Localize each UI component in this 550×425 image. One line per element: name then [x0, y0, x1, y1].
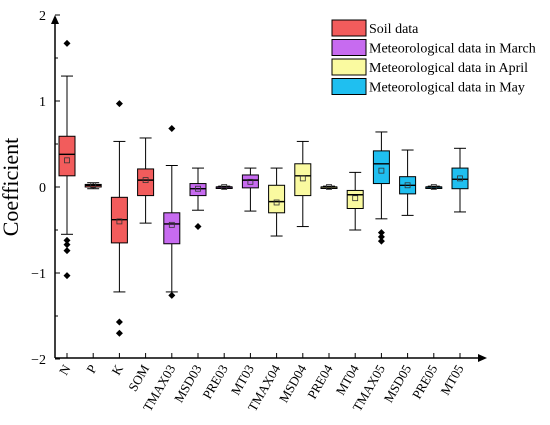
- mean-marker: [404, 182, 411, 189]
- outlier-point: [377, 233, 385, 241]
- box-body: [189, 183, 207, 197]
- mean-marker: [168, 221, 175, 228]
- mean-marker: [116, 218, 123, 225]
- legend-item-2: Meteorological data in March: [331, 39, 536, 57]
- outlier-point: [168, 291, 176, 299]
- y-tick-label: −2: [31, 353, 46, 368]
- legend-label: Meteorological data in March: [369, 42, 536, 57]
- y-tick-label: 1: [39, 95, 46, 110]
- x-tick-label: PRE04: [304, 362, 336, 402]
- mean-marker: [378, 167, 385, 174]
- y-axis-label: Coefficient: [0, 138, 23, 237]
- legend-label: Meteorological data in May: [369, 81, 525, 96]
- x-tick-label: P: [83, 362, 100, 376]
- box-k: [110, 100, 128, 337]
- legend-item-1: Soil data: [331, 19, 419, 37]
- outlier-point: [377, 229, 385, 237]
- mean-marker: [247, 178, 254, 185]
- box-body: [163, 212, 181, 245]
- legend-item-3: Meteorological data in April: [331, 58, 528, 76]
- box-tmax05: [372, 131, 390, 245]
- y-tick-label: 2: [39, 9, 46, 24]
- box-mt04: [346, 171, 364, 231]
- mean-marker: [142, 177, 149, 184]
- x-tick-label: PRE05: [409, 362, 440, 401]
- outlier-point: [115, 318, 123, 326]
- mean-marker: [352, 195, 359, 202]
- x-axis-arrow: [478, 354, 487, 362]
- mean-marker: [457, 175, 463, 182]
- box-msd04: [294, 140, 312, 228]
- box-body: [294, 163, 312, 197]
- outlier-point: [63, 247, 71, 255]
- box-som: [137, 137, 155, 224]
- mean-marker: [326, 184, 332, 190]
- box-pre05: [425, 184, 443, 190]
- mean-marker: [221, 184, 228, 190]
- outlier-point: [115, 329, 123, 337]
- x-tick-label: N: [56, 361, 74, 377]
- legend-swatch: [331, 78, 367, 95]
- mean-marker: [195, 185, 201, 192]
- box-body: [241, 174, 259, 189]
- outlier-point: [194, 223, 202, 231]
- box-msd05: [399, 149, 417, 216]
- box-body: [268, 184, 286, 214]
- box-msd03: [189, 167, 207, 231]
- y-axis-arrow: [51, 15, 59, 24]
- box-tmax04: [268, 167, 286, 237]
- mean-marker: [273, 199, 280, 206]
- outlier-point: [168, 125, 176, 133]
- x-tick-label: MSD04: [276, 362, 310, 406]
- outlier-point: [115, 100, 123, 108]
- mean-marker: [430, 184, 437, 190]
- mean-marker: [64, 157, 70, 164]
- outlier-point: [63, 272, 71, 280]
- mean-marker: [90, 182, 97, 189]
- x-tick-label: K: [108, 361, 126, 377]
- box-pre04: [320, 184, 338, 190]
- legend-label: Meteorological data in April: [369, 61, 528, 76]
- x-tick-label: MT05: [437, 362, 466, 398]
- box-body: [346, 189, 364, 210]
- y-tick-label: 0: [39, 181, 46, 196]
- box-body: [58, 135, 76, 177]
- box-body: [372, 150, 390, 185]
- legend-item-4: Meteorological data in May: [331, 78, 525, 96]
- box-pre03: [215, 184, 233, 190]
- plot-area: [58, 39, 469, 337]
- x-tick-label: SOM: [125, 362, 152, 394]
- box-mt03: [241, 167, 259, 212]
- legend-label: Soil data: [369, 22, 419, 37]
- box-tmax03: [163, 125, 181, 299]
- x-tick-label: PRE03: [199, 362, 230, 401]
- outlier-point: [63, 241, 71, 249]
- mean-marker: [299, 175, 306, 182]
- legend-swatch: [331, 39, 367, 56]
- box-mt05: [451, 147, 469, 213]
- outlier-point: [377, 237, 385, 245]
- box-body: [451, 167, 469, 190]
- legend-swatch: [331, 19, 367, 37]
- box-n: [58, 39, 76, 280]
- outlier-point: [63, 236, 71, 244]
- y-tick-label: −1: [31, 267, 46, 282]
- legend-swatch: [331, 58, 367, 76]
- box-p: [84, 182, 102, 190]
- legend: Soil data Meteorological data in March Met…: [331, 19, 536, 96]
- outlier-point: [63, 39, 71, 47]
